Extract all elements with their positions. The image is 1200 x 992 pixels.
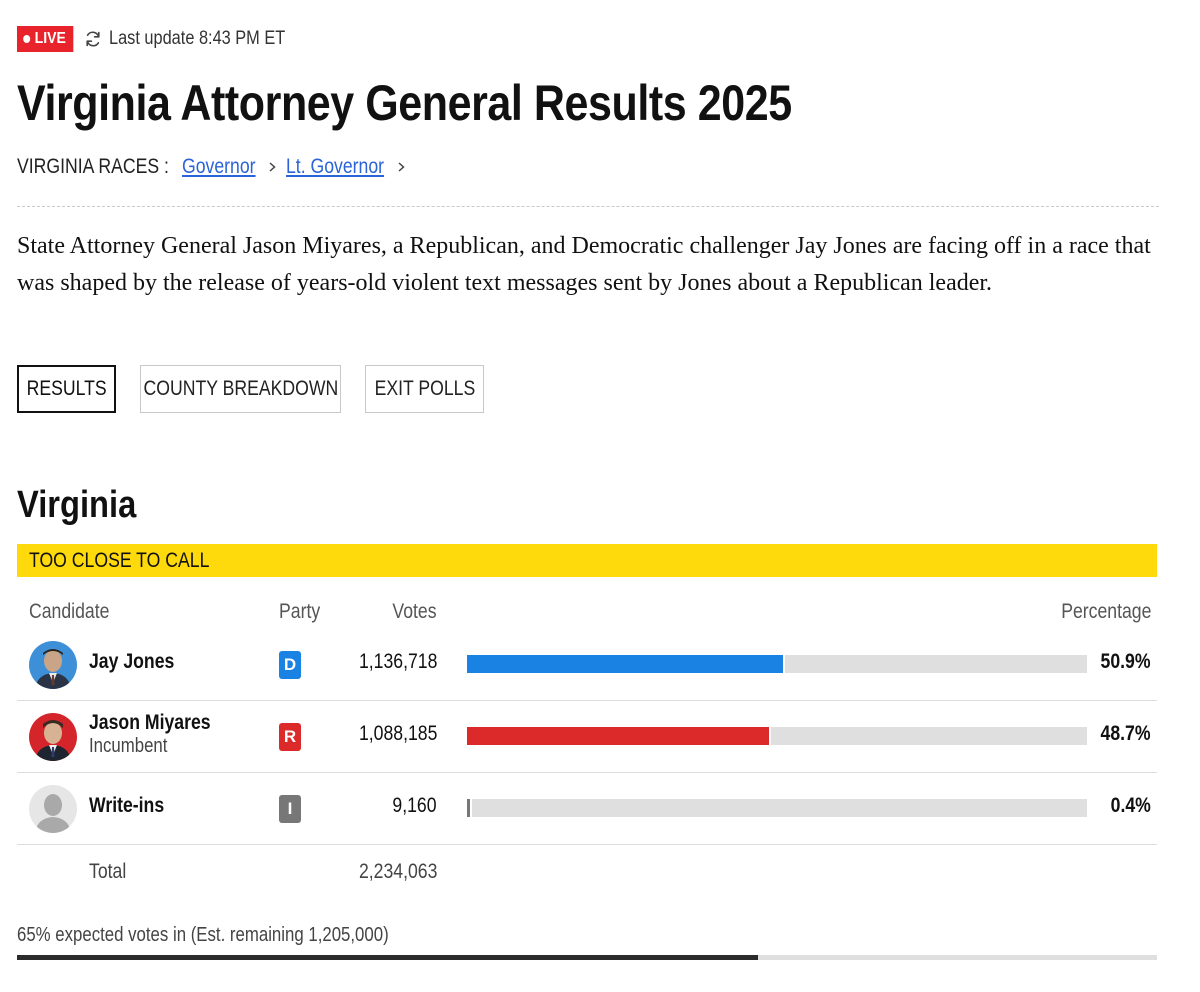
candidate-row: Write-ins I 9,160 0.4% [17,773,1157,845]
total-row: Total 2,234,063 [17,845,1157,905]
race-link-governor-label: Governor [182,155,256,178]
live-badge: LIVE [17,26,73,52]
avatar [29,641,77,689]
expected-votes-text: 65% expected votes in (Est. remaining 1,… [17,924,389,946]
candidate-row: Jay Jones D 1,136,718 50.9% [17,629,1157,701]
race-description: State Attorney General Jason Miyares, a … [17,233,1151,296]
header-percentage: Percentage [1060,600,1151,623]
expected-votes-progress [17,955,1157,960]
call-status-text: TOO CLOSE TO CALL [29,548,210,572]
total-votes: 2,234,063 [358,860,437,883]
live-dot-icon [23,35,31,43]
avatar [29,713,77,761]
vote-share-bar [467,799,1087,817]
tab-exit-polls[interactable]: EXIT POLLS [365,365,484,413]
tab-county-breakdown[interactable]: COUNTY BREAKDOWN [140,365,341,413]
avatar [29,785,77,833]
races-nav-label: VIRGINIA RACES : [17,155,169,178]
call-status-bar: TOO CLOSE TO CALL [17,544,1157,577]
races-nav: VIRGINIA RACES : Governor Lt. Governor [17,152,405,182]
vote-share-fill [467,799,470,817]
vote-share-bar [467,655,1087,673]
tab-county-breakdown-label: COUNTY BREAKDOWN [143,377,338,400]
candidate-votes: 1,136,718 [358,650,437,673]
total-label: Total [89,860,127,883]
party-badge: I [279,795,301,823]
placeholder-avatar-icon [29,785,77,833]
race-link-lt-governor-label: Lt. Governor [286,155,385,178]
candidate-votes: 9,160 [392,794,437,817]
party-badge: R [279,723,301,751]
tab-results[interactable]: RESULTS [17,365,116,413]
page-title: Virginia Attorney General Results 2025 [17,75,792,131]
candidate-percentage: 48.7% [1100,722,1151,745]
state-heading: Virginia [17,484,137,526]
candidate-votes: 1,088,185 [358,722,437,745]
vote-share-gap [769,727,771,745]
race-link-governor[interactable]: Governor [182,155,278,179]
vote-share-bar [467,727,1087,745]
vote-share-gap [470,799,472,817]
candidate-percentage: 50.9% [1100,650,1151,673]
candidate-row: Jason Miyares Incumbent R 1,088,185 48.7… [17,701,1157,773]
candidate-photo-jay-jones [29,641,77,689]
candidate-photo-jason-miyares [29,713,77,761]
expected-votes-fill [17,955,758,960]
live-label: LIVE [34,30,66,47]
tab-results-label: RESULTS [26,377,107,400]
last-update: Last update 8:43 PM ET [83,28,314,50]
candidate-subtitle: Incumbent [89,735,168,757]
vote-share-gap [783,655,785,673]
candidate-name: Jason Miyares [89,711,211,734]
party-badge: D [279,651,301,679]
candidate-name: Jay Jones [89,650,175,673]
header-votes: Votes [392,600,437,623]
tab-exit-polls-label: EXIT POLLS [374,377,475,400]
candidate-percentage: 0.4% [1110,794,1151,817]
candidate-name: Write-ins [89,794,165,817]
refresh-icon[interactable] [83,29,103,49]
vote-share-fill [467,727,769,745]
header-candidate: Candidate [29,600,110,623]
top-bar: LIVE Last update 8:43 PM ET [17,24,313,54]
chevron-right-icon [398,162,405,172]
header-party: Party [279,600,321,623]
last-update-text: Last update 8:43 PM ET [108,28,285,49]
race-link-lt-governor[interactable]: Lt. Governor [286,155,407,179]
divider [17,206,1159,207]
chevron-right-icon [269,162,276,172]
vote-share-fill [467,655,783,673]
